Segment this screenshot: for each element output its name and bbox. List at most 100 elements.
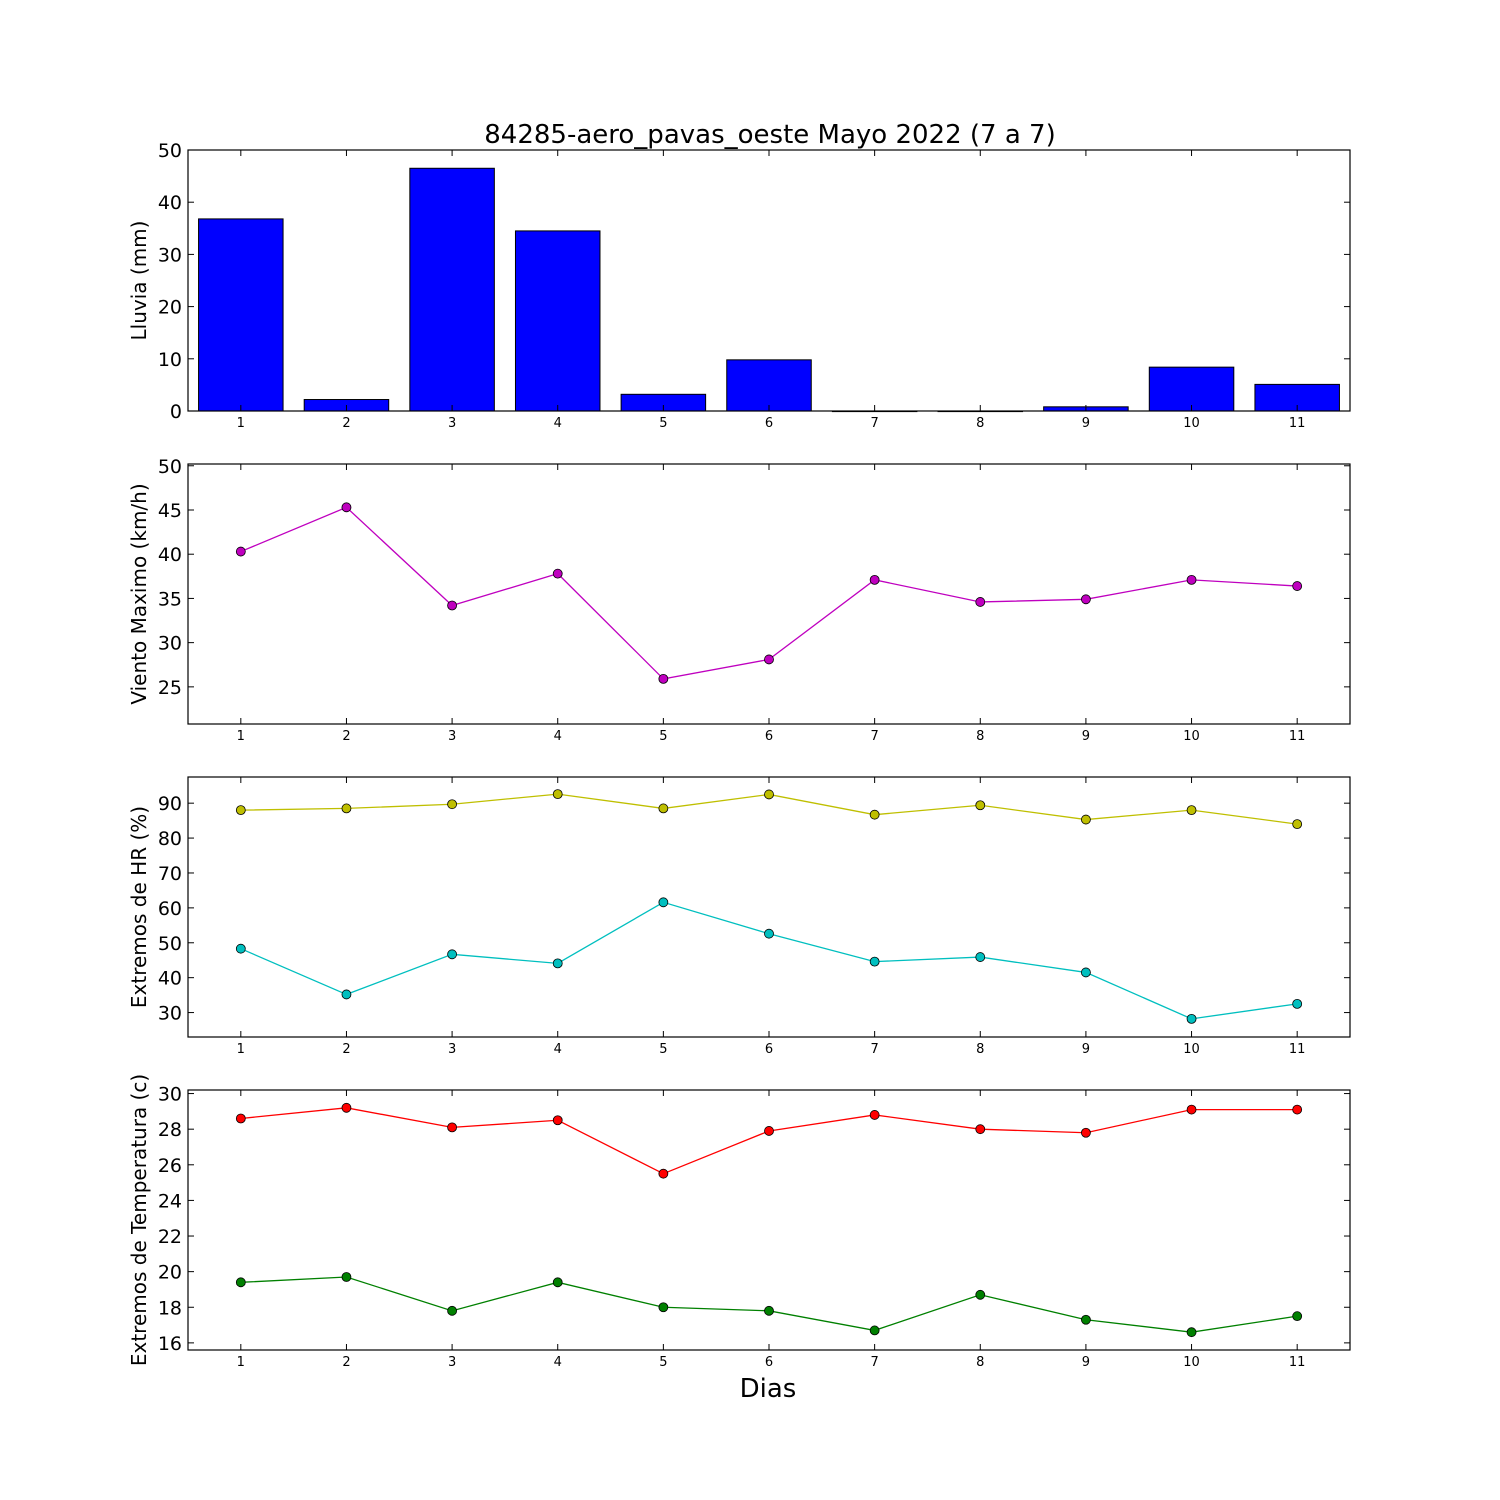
x-tick-label-lluvia-10: 10 (1183, 416, 1200, 431)
point-humedad-1-3 (447, 799, 457, 810)
point-temperatura-1-11 (1292, 1104, 1303, 1115)
x-tick-label-temperatura-1: 1 (237, 1355, 245, 1370)
x-tick-label-lluvia-4: 4 (554, 416, 562, 431)
y-tick-label-viento-45: 45 (158, 500, 182, 522)
point-viento-1-11 (1292, 581, 1303, 591)
x-tick-label-temperatura-10: 10 (1183, 1355, 1200, 1370)
x-tick-label-humedad-6: 6 (765, 1042, 773, 1057)
point-temperatura-1-5 (658, 1168, 669, 1179)
bar-lluvia-6 (726, 359, 812, 412)
y-tick-label-temperatura-20: 20 (158, 1262, 182, 1284)
x-tick-label-lluvia-2: 2 (342, 416, 350, 431)
point-humedad-1-4 (552, 789, 563, 799)
x-tick-label-temperatura-5: 5 (659, 1355, 667, 1370)
point-temperatura-2-7 (869, 1325, 880, 1336)
y-tick-label-lluvia-20: 20 (158, 297, 182, 319)
x-tick-label-temperatura-8: 8 (976, 1355, 984, 1370)
y-tick-label-temperatura-16: 16 (158, 1333, 182, 1355)
point-humedad-1-8 (975, 800, 986, 811)
point-viento-1-10 (1186, 574, 1197, 585)
point-humedad-1-5 (658, 803, 669, 814)
y-tick-label-temperatura-24: 24 (158, 1190, 182, 1212)
point-humedad-1-11 (1292, 819, 1303, 830)
x-tick-label-humedad-4: 4 (554, 1042, 562, 1057)
point-temperatura-1-6 (764, 1126, 774, 1136)
point-temperatura-2-4 (552, 1277, 563, 1288)
y-tick-label-viento-30: 30 (158, 633, 182, 655)
point-temperatura-2-2 (341, 1272, 352, 1282)
point-viento-1-3 (447, 600, 457, 611)
y-tick-label-lluvia-40: 40 (158, 192, 182, 214)
y-tick-label-viento-25: 25 (158, 677, 182, 699)
point-temperatura-2-10 (1186, 1327, 1197, 1338)
point-humedad-1-9 (1081, 814, 1091, 825)
x-tick-label-lluvia-7: 7 (870, 416, 878, 431)
x-tick-label-viento-8: 8 (976, 729, 984, 744)
x-tick-label-viento-4: 4 (554, 729, 562, 744)
point-humedad-2-1 (235, 943, 246, 954)
point-viento-1-1 (235, 546, 246, 557)
x-tick-label-humedad-11: 11 (1289, 1042, 1306, 1057)
point-temperatura-2-3 (447, 1305, 457, 1316)
panel-temperatura: 1 2 3 4 5 6 7 8 9 10 11 16 18 20 22 24 26 28 30 Extremos de… (127, 1074, 1351, 1370)
point-temperatura-1-9 (1081, 1127, 1091, 1138)
point-humedad-2-2 (341, 989, 352, 1000)
point-humedad-1-10 (1186, 805, 1197, 816)
y-tick-label-humedad-90: 90 (158, 793, 182, 815)
point-humedad-2-10 (1186, 1013, 1197, 1024)
x-tick-label-temperatura-3: 3 (448, 1355, 456, 1370)
point-temperatura-2-8 (975, 1289, 986, 1300)
point-temperatura-1-8 (975, 1124, 986, 1135)
point-humedad-1-6 (764, 789, 774, 800)
point-humedad-2-8 (975, 952, 986, 962)
point-humedad-2-6 (764, 928, 774, 939)
point-temperatura-2-9 (1081, 1314, 1091, 1325)
point-humedad-2-11 (1292, 998, 1303, 1009)
point-humedad-2-3 (447, 949, 457, 960)
y-tick-label-temperatura-28: 28 (158, 1119, 182, 1141)
y-tick-label-humedad-70: 70 (158, 863, 182, 885)
x-tick-label-humedad-7: 7 (870, 1042, 878, 1057)
bar-lluvia-4 (514, 230, 601, 412)
y-tick-label-viento-40: 40 (158, 544, 182, 566)
x-tick-label-temperatura-6: 6 (765, 1355, 773, 1370)
x-tick-label-temperatura-11: 11 (1289, 1355, 1306, 1370)
y-tick-label-viento-35: 35 (158, 588, 182, 610)
point-viento-1-8 (975, 597, 986, 607)
x-tick-label-temperatura-4: 4 (554, 1355, 562, 1370)
x-tick-label-humedad-9: 9 (1082, 1042, 1090, 1057)
y-tick-label-temperatura-22: 22 (158, 1226, 182, 1248)
y-axis-label-temperatura: Extremos de Temperatura (c) (127, 1074, 151, 1366)
x-tick-label-viento-6: 6 (765, 729, 773, 744)
point-temperatura-1-2 (341, 1102, 352, 1113)
y-tick-label-lluvia-10: 10 (158, 349, 182, 371)
y-axis-label-lluvia: Lluvia (mm) (127, 221, 151, 341)
x-tick-label-humedad-5: 5 (659, 1042, 667, 1057)
x-tick-label-humedad-1: 1 (237, 1042, 245, 1057)
bar-lluvia-1 (198, 218, 284, 412)
x-tick-label-viento-7: 7 (870, 729, 878, 744)
y-axis-label-humedad: Extremos de HR (%) (127, 806, 151, 1008)
point-temperatura-2-1 (235, 1277, 246, 1288)
point-viento-1-2 (341, 502, 352, 513)
panel-humedad: 1 2 3 4 5 6 7 8 9 10 11 30 40 50 60 70 80 90 Extremos de H… (127, 776, 1351, 1057)
point-temperatura-1-10 (1186, 1104, 1197, 1115)
point-viento-1-4 (552, 568, 563, 579)
point-humedad-2-7 (869, 956, 880, 967)
point-viento-1-5 (658, 674, 669, 684)
y-tick-label-viento-50: 50 (158, 456, 182, 478)
x-tick-label-lluvia-5: 5 (659, 416, 667, 431)
x-tick-label-humedad-2: 2 (342, 1042, 350, 1057)
x-tick-label-viento-5: 5 (659, 729, 667, 744)
point-temperatura-2-5 (658, 1302, 669, 1313)
x-tick-label-lluvia-3: 3 (448, 416, 456, 431)
point-viento-1-9 (1081, 594, 1091, 605)
point-temperatura-1-3 (447, 1122, 457, 1133)
point-viento-1-6 (764, 654, 774, 665)
point-humedad-2-4 (552, 958, 563, 969)
point-temperatura-2-6 (764, 1305, 774, 1316)
y-tick-label-temperatura-18: 18 (158, 1297, 182, 1319)
y-tick-label-humedad-80: 80 (158, 828, 182, 850)
x-tick-label-lluvia-6: 6 (765, 416, 773, 431)
